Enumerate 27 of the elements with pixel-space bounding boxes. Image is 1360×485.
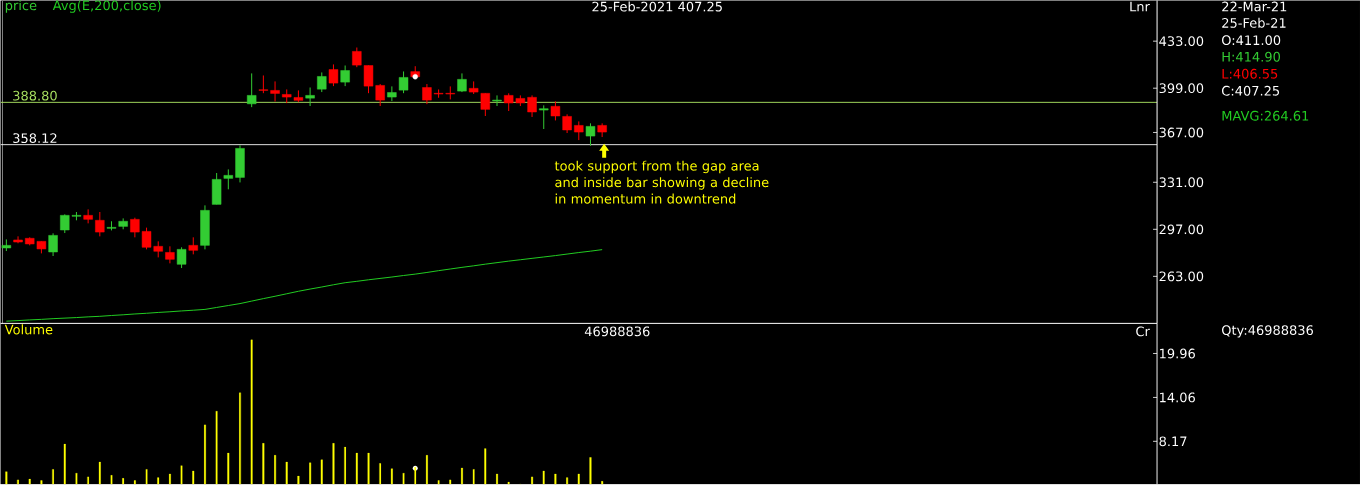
text: 25-Feb-21 [1222,17,1286,28]
y-tick-label: 399.00 [1159,83,1204,94]
annotation: 46988836 [584,326,650,337]
text: C:407.25 [1221,85,1280,96]
annotation: Lnr [1130,1,1150,12]
y-tick-label: 14.06 [1160,392,1195,403]
y-tick-label: 297.00 [1159,224,1204,235]
ref-line-label: 358.12 [13,133,57,144]
text: Avg(E,200,close) [52,0,161,13]
y-tick-label: 19.96 [1160,348,1195,359]
text: L:406.55 [1222,68,1278,79]
text: 22-Mar-21 [1222,1,1287,12]
annotation: Cr [1136,326,1150,337]
y-tick-label: 367.00 [1159,127,1204,138]
text: MAVG:264.61 [1222,110,1309,121]
y-axis-title: Volume [4,324,53,335]
ref-line-label: 388.80 [13,90,57,101]
text: Qty:46988836 [1221,325,1314,338]
y-tick-label: 433.00 [1159,36,1204,47]
text: O:411.00 [1221,35,1281,46]
chart-title: 25-Feb-2021 407.25 [592,1,722,12]
y-axis-title: price [5,0,37,13]
annotation: took support from the gap area and inside bar showing a decline in momentum in downtrend [554,160,769,204]
y-tick-label: 331.00 [1159,177,1204,188]
y-tick-label: 263.00 [1159,271,1204,282]
text: H:414.90 [1222,51,1280,62]
y-tick-label: 8.17 [1159,436,1187,447]
